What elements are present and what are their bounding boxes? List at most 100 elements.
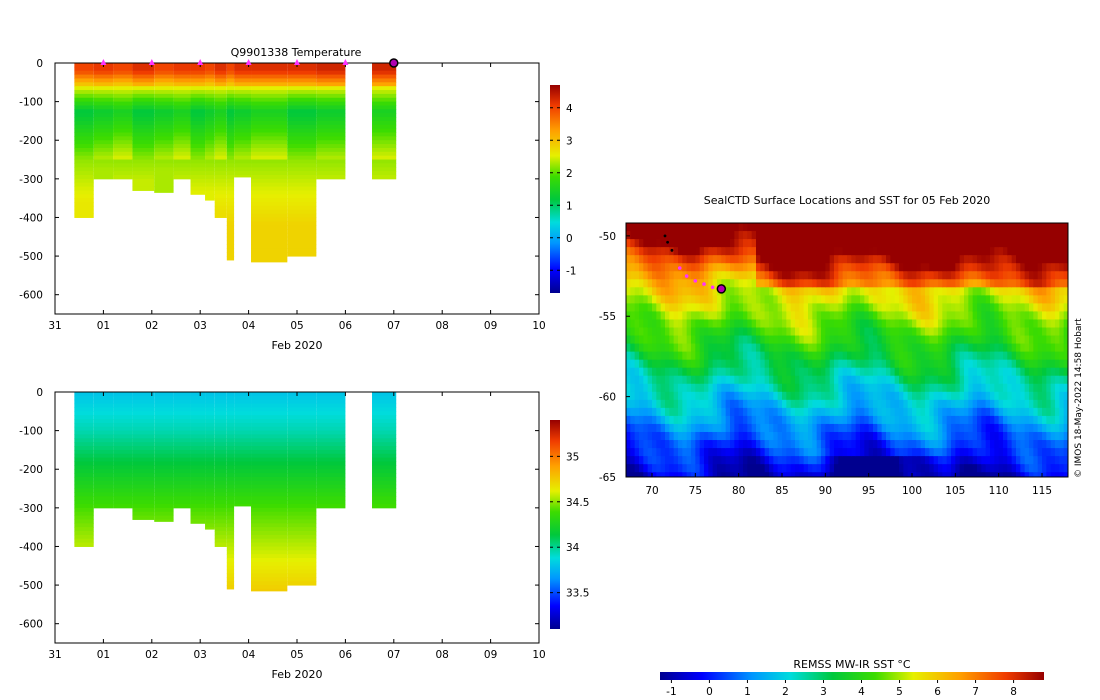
profile-cell bbox=[205, 174, 215, 180]
sst-cell bbox=[860, 335, 865, 345]
profile-cell bbox=[287, 163, 317, 168]
sst-cell bbox=[769, 279, 774, 288]
sst-cell bbox=[968, 287, 974, 296]
sst-cell bbox=[1024, 391, 1030, 401]
sst-cell bbox=[799, 287, 805, 296]
sst-cell bbox=[1029, 287, 1034, 296]
sst-cell bbox=[916, 279, 922, 288]
track-point bbox=[710, 285, 715, 290]
profile-cell bbox=[113, 480, 133, 486]
sst-cell bbox=[682, 319, 688, 329]
sst-cell bbox=[977, 448, 982, 457]
profile-cell bbox=[205, 496, 215, 501]
sst-cell bbox=[725, 375, 731, 385]
sst-cell bbox=[998, 464, 1004, 473]
sst-cell bbox=[886, 456, 891, 465]
sst-cell bbox=[682, 255, 688, 264]
sst-cell bbox=[786, 383, 792, 393]
sst-cell bbox=[799, 295, 805, 304]
sst-cell bbox=[1003, 343, 1008, 353]
sst-cell bbox=[704, 247, 709, 256]
sst-cell bbox=[929, 383, 935, 393]
sst-cell bbox=[708, 223, 714, 232]
sst-cell bbox=[1042, 423, 1047, 433]
sst-cell bbox=[656, 399, 662, 409]
sst-cell bbox=[656, 359, 662, 369]
sst-cell bbox=[816, 367, 822, 377]
map-x-tick-label: 70 bbox=[645, 485, 658, 497]
profile-cell bbox=[132, 473, 155, 478]
profile-cell bbox=[132, 132, 155, 137]
sst-cell bbox=[756, 247, 761, 256]
profile-cell bbox=[372, 473, 397, 478]
sst-cell bbox=[699, 359, 705, 369]
sst-cell bbox=[712, 440, 718, 449]
sst-cell bbox=[1046, 295, 1052, 304]
profile-cell bbox=[234, 90, 252, 95]
profile-cell bbox=[154, 90, 174, 95]
sst-cell bbox=[994, 448, 1000, 457]
sst-cell bbox=[851, 223, 857, 232]
sst-cell bbox=[760, 423, 766, 433]
sst-cell bbox=[855, 423, 861, 433]
sst-cell bbox=[946, 383, 952, 393]
sst-cell bbox=[686, 247, 692, 256]
sst-cell bbox=[626, 247, 631, 256]
sst-cell bbox=[656, 343, 662, 353]
profile-cell bbox=[287, 66, 317, 72]
sst-cell bbox=[829, 247, 835, 256]
profile-cell bbox=[251, 74, 288, 79]
sst-cell bbox=[873, 247, 878, 256]
profile-cell bbox=[316, 82, 346, 87]
sst-cell bbox=[777, 407, 783, 417]
sst-cell bbox=[717, 367, 722, 377]
sst-cell bbox=[691, 287, 696, 296]
sst-cell bbox=[1029, 440, 1034, 449]
sst-cell bbox=[1003, 263, 1008, 272]
sst-cell bbox=[678, 391, 683, 401]
sst-cell bbox=[981, 359, 987, 369]
sst-cell bbox=[907, 287, 913, 296]
sst-cell bbox=[912, 263, 917, 272]
sst-cell bbox=[777, 415, 783, 425]
sst-cell bbox=[808, 440, 813, 449]
sst-cell bbox=[743, 279, 748, 288]
x-tick-label: 02 bbox=[145, 649, 158, 661]
sst-cell bbox=[652, 319, 657, 329]
profile-cell bbox=[74, 159, 94, 164]
sst-cell bbox=[1059, 287, 1065, 296]
profile-cell bbox=[234, 395, 252, 401]
profile-cell bbox=[372, 415, 397, 420]
profile-cell bbox=[316, 446, 346, 451]
profile-cell bbox=[226, 461, 235, 466]
sst-cell bbox=[1059, 247, 1065, 256]
profile-cell bbox=[316, 438, 346, 443]
sst-cell bbox=[773, 359, 779, 369]
sst-cell bbox=[652, 247, 657, 256]
sst-cell bbox=[964, 375, 969, 385]
profile-cell bbox=[287, 488, 317, 493]
sst-cell bbox=[786, 223, 792, 232]
sst-cell bbox=[1055, 271, 1060, 280]
sst-cell bbox=[977, 223, 982, 232]
sst-cell bbox=[652, 231, 657, 240]
sst-cell bbox=[665, 472, 670, 477]
sst-cell bbox=[925, 239, 930, 248]
sst-cell bbox=[725, 464, 731, 473]
sst-cell bbox=[981, 327, 987, 337]
dive-marker bbox=[100, 59, 107, 65]
sst-cell bbox=[673, 423, 679, 433]
sst-cell bbox=[851, 399, 857, 409]
sst-cell bbox=[985, 231, 991, 240]
sst-cell bbox=[860, 311, 865, 321]
sst-cell bbox=[717, 431, 722, 441]
sst-cell bbox=[1007, 247, 1013, 256]
sst-cell bbox=[656, 456, 662, 465]
sst-cell bbox=[682, 464, 688, 473]
profile-cell bbox=[173, 453, 191, 459]
profile-cell bbox=[251, 438, 288, 443]
sst-cell bbox=[634, 255, 640, 264]
profile-cell bbox=[93, 395, 114, 401]
sst-cell bbox=[959, 383, 965, 393]
sst-cell bbox=[790, 407, 796, 417]
